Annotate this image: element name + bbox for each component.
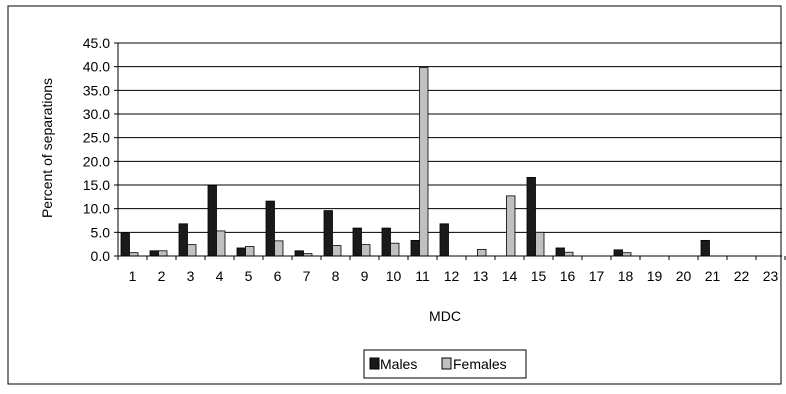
y-axis-title: Percent of separations — [39, 78, 55, 218]
bar-females-16 — [564, 251, 574, 257]
x-tick-label: 17 — [589, 268, 605, 284]
legend-box — [363, 349, 527, 379]
x-tick-label: 5 — [245, 268, 253, 284]
bar-males-11 — [410, 239, 420, 257]
y-tick-label: 35.0 — [83, 82, 110, 98]
x-tick-label: 1 — [129, 268, 137, 284]
x-tick-label: 15 — [531, 268, 547, 284]
bar-males-9 — [352, 227, 362, 257]
legend-swatch-females — [441, 357, 452, 370]
bar-males-18 — [613, 249, 623, 257]
bar-males-10 — [381, 227, 391, 257]
bar-males-7 — [294, 250, 304, 257]
x-tick-label: 19 — [647, 268, 663, 284]
x-tick-label: 22 — [734, 268, 750, 284]
legend-swatch-males — [369, 357, 380, 370]
legend-label-males: Males — [380, 356, 417, 372]
y-tick-label: 15.0 — [83, 177, 110, 193]
x-tick-label: 6 — [274, 268, 282, 284]
bar-males-3 — [178, 223, 188, 257]
x-tick-label: 9 — [361, 268, 369, 284]
bar-males-1 — [120, 232, 130, 257]
bar-males-2 — [149, 250, 159, 257]
bar-females-8 — [332, 245, 342, 257]
bar-males-6 — [265, 200, 275, 257]
bar-males-16 — [555, 247, 565, 257]
y-tick-label: 30.0 — [83, 106, 110, 122]
y-tick-label: 40.0 — [83, 59, 110, 75]
bar-males-4 — [207, 185, 217, 257]
bar-females-2 — [158, 250, 168, 257]
x-tick-label: 23 — [763, 268, 779, 284]
bar-males-5 — [236, 247, 246, 257]
bar-females-5 — [245, 246, 255, 257]
bar-females-11 — [419, 67, 429, 257]
gridlines — [118, 42, 782, 233]
x-tick-label: 7 — [303, 268, 311, 284]
bars — [120, 67, 710, 257]
x-tick-label: 16 — [560, 268, 576, 284]
legend-label-females: Females — [453, 356, 507, 372]
y-tick-label: 20.0 — [83, 153, 110, 169]
legend: Males Females — [363, 349, 527, 379]
bar-females-6 — [274, 240, 284, 257]
x-tick-labels: 1 2 3 4 5 6 7 8 9 10 11 12 13 14 15 16 17 18 19 20 21 22 23 — [129, 268, 779, 284]
x-tick-label: 8 — [332, 268, 340, 284]
y-tick-label: 25.0 — [83, 130, 110, 146]
bar-males-21 — [700, 239, 710, 257]
bar-males-12 — [439, 223, 449, 257]
x-tick-label: 20 — [676, 268, 692, 284]
bar-females-13 — [477, 248, 487, 257]
x-tick-label: 14 — [502, 268, 518, 284]
bar-females-10 — [390, 242, 400, 257]
bar-females-9 — [361, 244, 371, 257]
x-tick-label: 13 — [473, 268, 489, 284]
x-tick-label: 2 — [158, 268, 166, 284]
bar-females-4 — [216, 230, 226, 257]
bar-females-3 — [187, 244, 197, 257]
bar-females-15 — [535, 231, 545, 257]
bar-males-15 — [526, 177, 536, 257]
x-tick-label: 18 — [618, 268, 634, 284]
x-axis-title: MDC — [429, 308, 461, 324]
x-tick-label: 10 — [386, 268, 402, 284]
y-tick-labels: 0.0 5.0 10.0 15.0 20.0 25.0 30.0 35.0 40.0 45.0 — [83, 35, 110, 264]
y-tick-label: 45.0 — [83, 35, 110, 51]
bar-males-8 — [323, 210, 333, 257]
y-tick-label: 10.0 — [83, 201, 110, 217]
x-tick-label: 3 — [187, 268, 195, 284]
x-tick-label: 12 — [444, 268, 460, 284]
chart-border — [7, 5, 782, 385]
bar-females-14 — [506, 195, 516, 257]
x-tick-label: 4 — [216, 268, 224, 284]
y-tick-label: 5.0 — [91, 224, 111, 240]
x-tick-label: 11 — [415, 268, 430, 284]
y-tick-label: 0.0 — [91, 248, 111, 264]
axes — [114, 42, 786, 260]
x-tick-label: 21 — [705, 268, 721, 284]
